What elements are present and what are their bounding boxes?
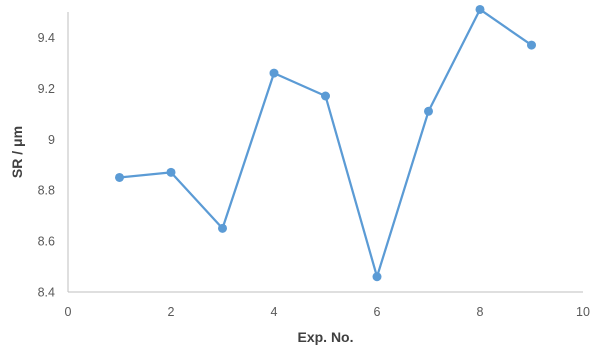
series-layer	[115, 4, 536, 282]
data-point	[475, 4, 485, 14]
y-tick-label: 9.4	[38, 31, 55, 45]
data-point	[527, 40, 536, 50]
axes	[67, 12, 583, 293]
y-tick-label: 8.8	[38, 184, 55, 198]
data-point	[424, 106, 433, 116]
x-tick-label: 2	[168, 305, 175, 319]
data-point	[269, 68, 279, 78]
data-point	[321, 91, 330, 101]
data-point	[166, 167, 176, 177]
x-tick-label: 6	[374, 305, 381, 319]
data-point	[218, 223, 227, 233]
y-tick-label: 8.6	[38, 235, 55, 249]
x-tick-label: 8	[477, 305, 484, 319]
y-tick-label: 8.4	[38, 286, 55, 300]
x-tick-label: 4	[271, 305, 278, 319]
y-tick-label: 9.2	[38, 82, 55, 96]
y-tick-label: 9	[48, 133, 55, 147]
y-axis-title: SR / μm	[9, 126, 25, 178]
tick-labels: 0 2 4 6 8 10 8.4 8.6 8.8 9 9.2 9.4	[38, 31, 590, 319]
data-point	[372, 272, 382, 282]
series-line	[119, 8, 533, 278]
data-point	[115, 172, 124, 182]
x-tick-label: 0	[65, 305, 72, 319]
x-tick-label: 10	[576, 305, 590, 319]
x-axis-title: Exp. No.	[297, 329, 353, 345]
